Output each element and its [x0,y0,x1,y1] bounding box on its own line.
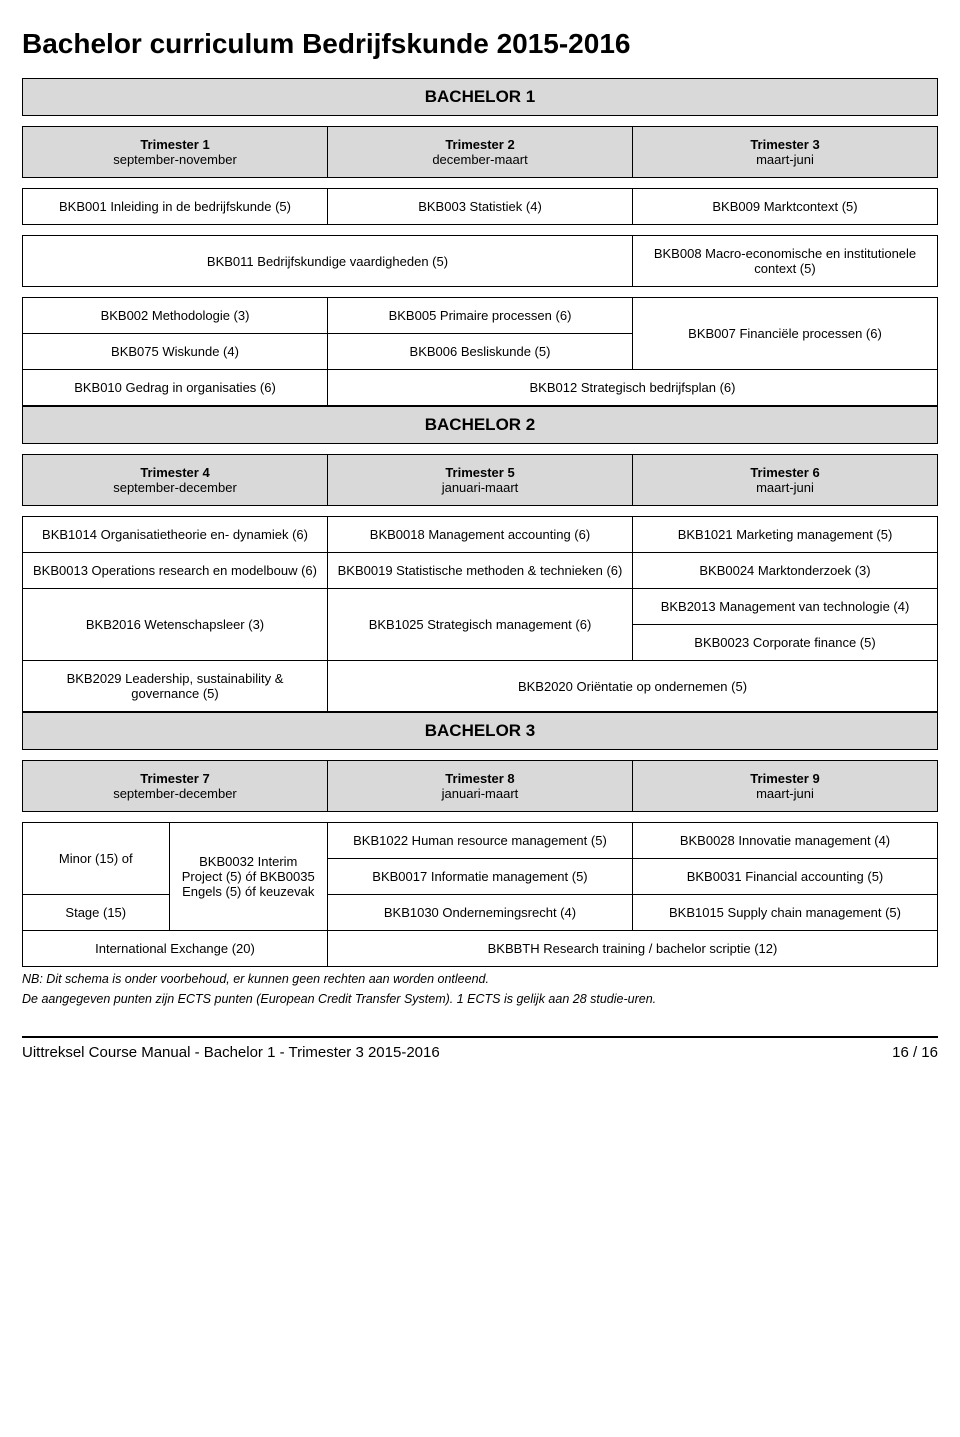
b3-r3c4: BKB1015 Supply chain management (5) [632,895,937,931]
footer-right: 16 / 16 [892,1044,938,1061]
b3-minor: Minor (15) of [23,823,170,895]
tri1-title: Trimester 1 [31,137,319,152]
b2-r2c2: BKB0019 Statistische methoden & techniek… [328,553,633,589]
tri1-sub: september-november [31,152,319,167]
tri6-sub: maart-juni [641,480,929,495]
footnote2: De aangegeven punten zijn ECTS punten (E… [22,991,938,1007]
b2-r1c1: BKB1014 Organisatietheorie en- dynamiek … [23,517,328,553]
b3-r1c3: BKB1022 Human resource management (5) [327,823,632,859]
b1-r1c3: BKB009 Marktcontext (5) [633,189,938,225]
b1-r34c3: BKB007 Financiële processen (6) [633,298,938,370]
tri8-title: Trimester 8 [336,771,624,786]
b2-r5c2: BKB2020 Oriëntatie op ondernemen (5) [328,661,938,712]
b2-r34c1: BKB2016 Wetenschapsleer (3) [23,589,328,661]
b3-interim: BKB0032 Interim Project (5) óf BKB0035 E… [169,823,327,931]
tri3-sub: maart-juni [641,152,929,167]
tri8-sub: januari-maart [336,786,624,801]
b1-r3c1: BKB002 Methodologie (3) [23,298,328,334]
b1-r3c2: BKB005 Primaire processen (6) [328,298,633,334]
b2-r2c3: BKB0024 Marktonderzoek (3) [633,553,938,589]
bachelor2-header: BACHELOR 2 [23,407,938,444]
bachelor3-header: BACHELOR 3 [23,713,938,750]
page-title: Bachelor curriculum Bedrijfskunde 2015-2… [22,28,938,60]
b2-r1c3: BKB1021 Marketing management (5) [633,517,938,553]
b1-r2c2: BKB008 Macro-economische en institutione… [633,236,938,287]
tri5-sub: januari-maart [336,480,624,495]
footnote1: NB: Dit schema is onder voorbehoud, er k… [22,971,938,987]
b1-r1c2: BKB003 Statistiek (4) [328,189,633,225]
tri7-sub: september-december [31,786,319,801]
bachelor1-header: BACHELOR 1 [23,79,938,116]
b2-r5c1: BKB2029 Leadership, sustainability & gov… [23,661,328,712]
tri5-title: Trimester 5 [336,465,624,480]
tri6-title: Trimester 6 [641,465,929,480]
tri4-title: Trimester 4 [31,465,319,480]
b3-r3c3: BKB1030 Ondernemingsrecht (4) [327,895,632,931]
bachelor2-table: BACHELOR 2 Trimester 4september-december… [22,406,938,712]
b1-r2c1: BKB011 Bedrijfskundige vaardigheden (5) [23,236,633,287]
b3-r2c3: BKB0017 Informatie management (5) [327,859,632,895]
b2-r1c2: BKB0018 Management accounting (6) [328,517,633,553]
bachelor3-table: BACHELOR 3 Trimester 7september-december… [22,712,938,967]
tri9-sub: maart-juni [641,786,929,801]
b1-r5c2: BKB012 Strategisch bedrijfsplan (6) [328,370,938,406]
b3-r2c4: BKB0031 Financial accounting (5) [632,859,937,895]
tri9-title: Trimester 9 [641,771,929,786]
tri2-sub: december-maart [336,152,624,167]
footer-left: Uittreksel Course Manual - Bachelor 1 - … [22,1044,440,1061]
b3-stage: Stage (15) [23,895,170,931]
b2-r2c1: BKB0013 Operations research en modelbouw… [23,553,328,589]
tri7-title: Trimester 7 [31,771,319,786]
b3-r1c4: BKB0028 Innovatie management (4) [632,823,937,859]
bachelor1-table: BACHELOR 1 Trimester 1september-november… [22,78,938,406]
tri3-title: Trimester 3 [641,137,929,152]
b2-r3c3: BKB2013 Management van technologie (4) [633,589,938,625]
b2-r34c2: BKB1025 Strategisch management (6) [328,589,633,661]
tri4-sub: september-december [31,480,319,495]
b1-r4c2: BKB006 Besliskunde (5) [328,334,633,370]
tri2-title: Trimester 2 [336,137,624,152]
b3-r4c1: International Exchange (20) [23,931,328,967]
b1-r5c1: BKB010 Gedrag in organisaties (6) [23,370,328,406]
footer-bar: Uittreksel Course Manual - Bachelor 1 - … [22,1036,938,1061]
b1-r4c1: BKB075 Wiskunde (4) [23,334,328,370]
b2-r4c3: BKB0023 Corporate finance (5) [633,625,938,661]
b1-r1c1: BKB001 Inleiding in de bedrijfskunde (5) [23,189,328,225]
b3-r4c2: BKBBTH Research training / bachelor scri… [327,931,937,967]
